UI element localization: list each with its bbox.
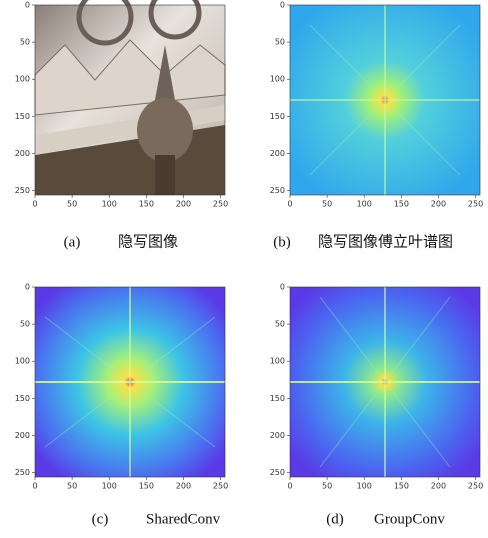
y-tick-label: 100 [15,75,30,84]
caption-label: (d) [326,511,344,527]
y-tick-label: 0 [25,283,30,292]
y-tick-label: 200 [15,431,30,440]
x-tick-label: 50 [322,482,332,491]
spectrum [290,287,480,477]
y-tick-label: 50 [275,320,285,329]
x-tick-label: 250 [468,482,483,491]
x-tick-label: 250 [213,200,228,209]
caption-text: SharedConv [146,511,221,527]
caption-text: 隐写图像傅立叶谱图 [318,233,453,250]
y-tick-label: 100 [270,357,285,366]
y-tick-label: 50 [275,38,285,47]
x-tick-label: 150 [394,200,409,209]
x-tick-label: 100 [102,482,117,491]
caption-label: (c) [92,511,109,527]
x-tick-label: 100 [357,482,372,491]
figure: 050100150200250050100150200250(a)隐写图像050… [0,0,488,538]
y-tick-label: 100 [270,75,285,84]
y-tick-label: 0 [25,1,30,10]
x-tick-label: 0 [287,482,292,491]
y-tick-label: 150 [15,394,30,403]
spectrum [35,287,225,477]
y-tick-label: 0 [280,1,285,10]
x-tick-label: 200 [176,200,191,209]
x-tick-label: 250 [468,200,483,209]
x-tick-label: 150 [139,482,154,491]
y-tick-label: 150 [15,112,30,121]
photo [35,0,225,195]
x-tick-label: 200 [431,200,446,209]
x-tick-label: 50 [322,200,332,209]
caption-text: 隐写图像 [118,233,178,250]
y-tick-label: 250 [15,186,30,195]
x-tick-label: 50 [67,482,77,491]
caption-label: (a) [64,234,81,250]
x-tick-label: 150 [139,200,154,209]
x-tick-label: 100 [102,200,117,209]
x-tick-label: 0 [32,200,37,209]
spectrum [290,5,480,195]
x-tick-label: 150 [394,482,409,491]
caption-text: GroupConv [374,511,445,527]
y-tick-label: 200 [270,431,285,440]
y-tick-label: 150 [270,394,285,403]
y-tick-label: 250 [15,468,30,477]
x-tick-label: 250 [213,482,228,491]
y-tick-label: 50 [20,320,30,329]
y-tick-label: 0 [280,283,285,292]
y-tick-label: 50 [20,38,30,47]
y-tick-label: 150 [270,112,285,121]
y-tick-label: 200 [270,149,285,158]
x-tick-label: 100 [357,200,372,209]
y-tick-label: 250 [270,186,285,195]
x-tick-label: 0 [32,482,37,491]
x-tick-label: 0 [287,200,292,209]
y-tick-label: 250 [270,468,285,477]
caption-label: (b) [273,234,291,250]
x-tick-label: 50 [67,200,77,209]
x-tick-label: 200 [431,482,446,491]
x-tick-label: 200 [176,482,191,491]
y-tick-label: 200 [15,149,30,158]
y-tick-label: 100 [15,357,30,366]
